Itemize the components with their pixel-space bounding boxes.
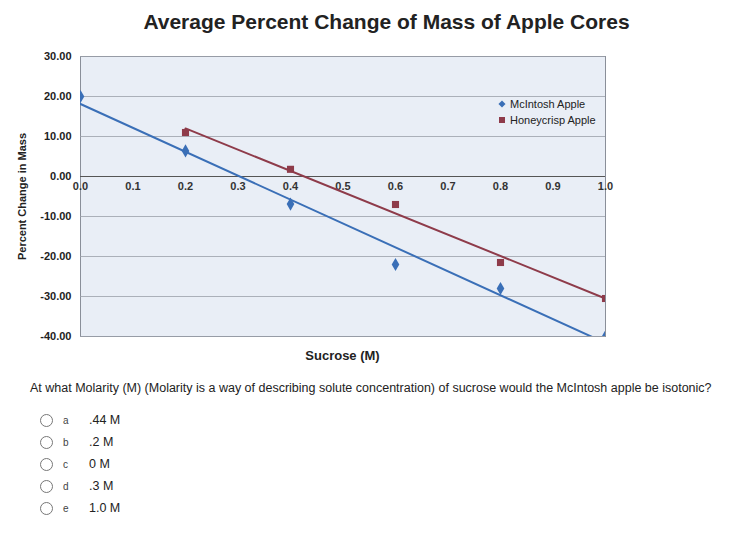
svg-text:20.00: 20.00 <box>44 90 72 102</box>
svg-text:0.0: 0.0 <box>73 180 88 192</box>
html-text:Honeycrisp Apple: Honeycrisp Apple <box>510 114 596 126</box>
svg-text:0.5: 0.5 <box>335 180 351 192</box>
html-text:McIntosh Apple: McIntosh Apple <box>510 98 586 110</box>
html-text:0 M: 0 M <box>89 457 110 471</box>
svg-text:-10.00: -10.00 <box>40 210 71 222</box>
svg-text:0.1: 0.1 <box>125 180 140 192</box>
svg-text:0.4: 0.4 <box>283 180 299 192</box>
svg-text:0.7: 0.7 <box>440 180 455 192</box>
svg-text:0.2: 0.2 <box>178 180 193 192</box>
html-text:.2 M: .2 M <box>89 435 114 449</box>
html-text:.3 M: .3 M <box>89 479 114 493</box>
svg-text:Percent Change in Mass: Percent Change in Mass <box>16 133 28 260</box>
svg-text:10.00: 10.00 <box>44 130 72 142</box>
html-text:.44 M: .44 M <box>89 413 121 427</box>
svg-text:0.9: 0.9 <box>545 180 560 192</box>
svg-text:-20.00: -20.00 <box>40 250 71 262</box>
svg-text:-30.00: -30.00 <box>40 290 71 302</box>
svg-text:0.8: 0.8 <box>493 180 508 192</box>
svg-text:0.6: 0.6 <box>388 180 403 192</box>
html-text:e: e <box>63 502 69 514</box>
svg-text:1.0: 1.0 <box>598 180 613 192</box>
html-text:b: b <box>63 436 69 448</box>
html-text:d: d <box>63 480 69 492</box>
svg-text:0.00: 0.00 <box>50 170 71 182</box>
html-text:c: c <box>63 458 68 470</box>
html-text:At what Molarity (M) (Molarity: At what Molarity (M) (Molarity is a way … <box>30 381 712 395</box>
html-text:Sucrose (M): Sucrose (M) <box>305 348 380 363</box>
svg-text:0.3: 0.3 <box>230 180 245 192</box>
html-text:Average Percent Change of Mass: Average Percent Change of Mass of Apple … <box>143 10 630 33</box>
html-text:a: a <box>63 414 69 426</box>
svg-text:30.00: 30.00 <box>44 50 72 62</box>
svg-text:-40.00: -40.00 <box>40 330 71 342</box>
html-text:1.0 M: 1.0 M <box>89 501 121 515</box>
